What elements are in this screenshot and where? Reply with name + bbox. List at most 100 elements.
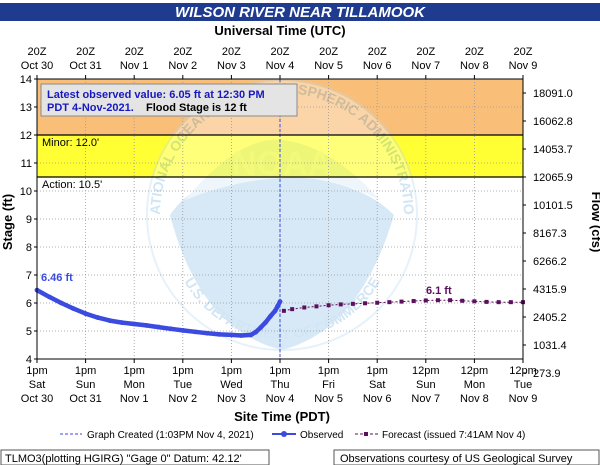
category-label: Action: 10.5' <box>42 179 102 191</box>
x-tick-time: 12pm <box>509 365 537 377</box>
forecast-point <box>399 299 404 304</box>
y-tick-label: 4 <box>26 354 32 366</box>
x-tick-day: Sat <box>29 379 46 391</box>
top-tick-time: 20Z <box>28 46 47 58</box>
observed-point <box>46 294 52 300</box>
plot-frame <box>36 78 524 360</box>
top-tick-date: Nov 9 <box>509 60 538 72</box>
x-tick-time: 1pm <box>26 365 47 377</box>
y-tick-label: 9 <box>26 214 32 226</box>
x-tick-time: 1pm <box>269 365 290 377</box>
y2-tick-label: 14053.7 <box>533 144 573 156</box>
footer: TLMO3(plotting HGIRG) "Gage 0" Datum: 42… <box>0 449 600 465</box>
forecast-point <box>484 299 489 304</box>
footer-datum: TLMO3(plotting HGIRG) "Gage 0" Datum: 42… <box>5 453 242 465</box>
y-axis-title: Stage (ft) <box>0 194 15 250</box>
x-tick-date: Oct 30 <box>21 393 53 405</box>
observed-point <box>238 333 244 338</box>
x-tick-time: 1pm <box>172 365 193 377</box>
observed-point <box>192 329 198 335</box>
y2-tick-label: 8167.3 <box>533 228 567 240</box>
forecast-point <box>338 302 343 307</box>
top-tick-time: 20Z <box>368 46 387 58</box>
top-tick-time: 20Z <box>271 46 290 58</box>
top-tick-time: 20Z <box>173 46 192 58</box>
y-tick-label: 7 <box>26 270 32 282</box>
x-tick-date: Nov 9 <box>509 393 538 405</box>
x-tick-time: 1pm <box>123 365 144 377</box>
x-tick-time: 12pm <box>412 365 440 377</box>
forecast-point <box>496 300 501 305</box>
observed-point <box>216 331 222 337</box>
y2-tick-label: 4315.9 <box>533 284 567 296</box>
top-tick-date: Nov 7 <box>411 60 440 72</box>
y2-tick-label: 18091.0 <box>533 88 573 100</box>
top-tick-time: 20Z <box>319 46 338 58</box>
x-tick-time: 1pm <box>366 365 387 377</box>
x-tick-day: Sat <box>369 379 386 391</box>
forecast-point <box>411 299 416 304</box>
legend-observed-marker <box>281 431 287 437</box>
y2-tick-label: 2405.2 <box>533 312 567 324</box>
top-tick-time: 20Z <box>125 46 144 58</box>
x-tick-date: Oct 31 <box>69 393 101 405</box>
x-tick-time: 12pm <box>461 365 489 377</box>
y2-tick-label: 16062.8 <box>533 116 573 128</box>
x-tick-time: 1pm <box>221 365 242 377</box>
noaa-logo-wave <box>170 174 394 350</box>
top-axis-title: Universal Time (UTC) <box>214 23 345 38</box>
y-tick-label: 6 <box>26 298 32 310</box>
top-tick-date: Nov 3 <box>217 60 246 72</box>
y-tick-label: 5 <box>26 326 32 338</box>
y-tick-label: 10 <box>20 186 32 198</box>
x-tick-time: 1pm <box>75 365 96 377</box>
top-tick-time: 20Z <box>416 46 435 58</box>
top-tick-date: Oct 30 <box>21 60 53 72</box>
observed-point <box>248 332 254 338</box>
observed-point <box>71 306 76 311</box>
x-tick-day: Tue <box>174 379 193 391</box>
top-tick-time: 20Z <box>222 46 241 58</box>
y-tick-label: 11 <box>21 158 32 170</box>
observed-point <box>107 318 113 324</box>
forecast-point <box>326 303 331 308</box>
forecast-point <box>423 298 428 303</box>
observed-point <box>180 328 186 333</box>
forecast-point <box>460 298 465 303</box>
forecast-point <box>448 298 453 303</box>
forecast-point <box>363 301 368 306</box>
top-tick-date: Oct 31 <box>69 60 101 72</box>
x-tick-date: Nov 7 <box>411 393 440 405</box>
forecast-point <box>508 300 513 305</box>
observed-point <box>229 332 234 338</box>
title-bar <box>0 3 600 21</box>
latest-observation-line2b: Flood Stage is 12 ft <box>146 102 247 114</box>
x-tick-date: Nov 2 <box>168 393 197 405</box>
latest-observation-box: Latest observed value: 6.05 ft at 12:30 … <box>40 83 298 117</box>
observed-point <box>275 303 280 309</box>
x-tick-date: Nov 5 <box>314 393 343 405</box>
observed-point <box>204 330 210 336</box>
latest-observation-line2a: PDT 4-Nov-2021. <box>47 102 134 114</box>
forecast-point <box>290 307 295 312</box>
top-tick-time: 20Z <box>76 46 95 58</box>
forecast-point <box>350 301 355 306</box>
noaa-logo-disc <box>146 79 418 351</box>
chart-title: WILSON RIVER NEAR TILLAMOOK <box>175 4 426 21</box>
forecast-point <box>281 308 286 313</box>
x-tick-date: Nov 4 <box>266 393 295 405</box>
observed-point <box>131 321 137 327</box>
top-tick-date: Nov 8 <box>460 60 489 72</box>
x-tick-day: Sun <box>76 379 96 391</box>
top-tick-time: 20Z <box>465 46 484 58</box>
observed-point <box>119 320 125 325</box>
legend: Graph Created (1:03PM Nov 4, 2021) Obser… <box>60 430 525 441</box>
forecast-point <box>375 300 380 305</box>
observed-point <box>253 329 259 335</box>
noaa-logo-bird <box>185 139 380 200</box>
x-tick-day: Wed <box>220 379 242 391</box>
top-tick-date: Nov 2 <box>168 60 197 72</box>
top-tick-time: 20Z <box>514 46 533 58</box>
y-tick-label: 13 <box>20 102 32 114</box>
